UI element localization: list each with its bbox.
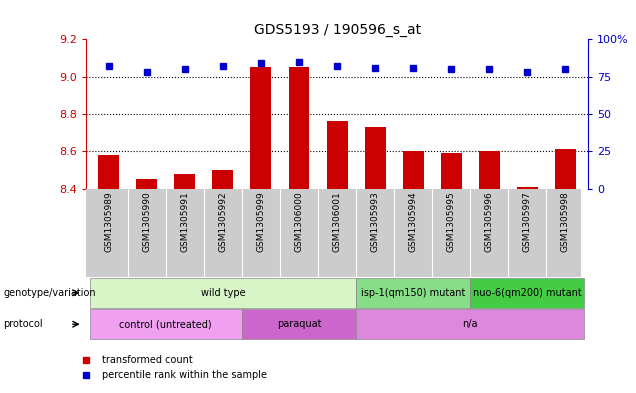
Text: wild type: wild type [200, 288, 245, 298]
Text: paraquat: paraquat [277, 319, 321, 329]
Bar [327, 121, 347, 189]
Bar [470, 278, 584, 308]
Text: control (untreated): control (untreated) [120, 319, 212, 329]
Bar [441, 153, 462, 189]
Text: percentile rank within the sample: percentile rank within the sample [102, 370, 266, 380]
Bar [289, 67, 310, 189]
Text: GSM1305993: GSM1305993 [371, 191, 380, 252]
Bar [403, 151, 424, 189]
Text: GSM1305997: GSM1305997 [523, 191, 532, 252]
Bar [174, 174, 195, 189]
Text: GSM1305995: GSM1305995 [446, 191, 456, 252]
Bar [555, 149, 576, 189]
Text: n/a: n/a [462, 319, 478, 329]
Text: GSM1305994: GSM1305994 [409, 191, 418, 252]
Text: isp-1(qm150) mutant: isp-1(qm150) mutant [361, 288, 466, 298]
Text: nuo-6(qm200) mutant: nuo-6(qm200) mutant [473, 288, 582, 298]
Bar [517, 187, 538, 189]
Bar [212, 170, 233, 189]
Bar [98, 155, 119, 189]
Bar [90, 309, 242, 339]
Bar [242, 309, 356, 339]
Text: transformed count: transformed count [102, 354, 193, 365]
Bar [479, 151, 500, 189]
Text: GSM1305991: GSM1305991 [181, 191, 190, 252]
Bar [251, 67, 272, 189]
Text: GSM1305989: GSM1305989 [104, 191, 113, 252]
Text: GSM1305996: GSM1305996 [485, 191, 494, 252]
Title: GDS5193 / 190596_s_at: GDS5193 / 190596_s_at [254, 23, 420, 37]
Bar [90, 278, 356, 308]
Text: protocol: protocol [3, 319, 43, 329]
Text: GSM1306000: GSM1306000 [294, 191, 303, 252]
Text: GSM1305992: GSM1305992 [218, 191, 228, 252]
Text: genotype/variation: genotype/variation [3, 288, 96, 298]
Text: GSM1305998: GSM1305998 [561, 191, 570, 252]
Text: GSM1305999: GSM1305999 [256, 191, 265, 252]
Bar [364, 127, 385, 189]
Text: GSM1305990: GSM1305990 [142, 191, 151, 252]
Bar [136, 179, 157, 189]
Text: GSM1306001: GSM1306001 [333, 191, 342, 252]
Bar [356, 309, 584, 339]
Bar [356, 278, 470, 308]
